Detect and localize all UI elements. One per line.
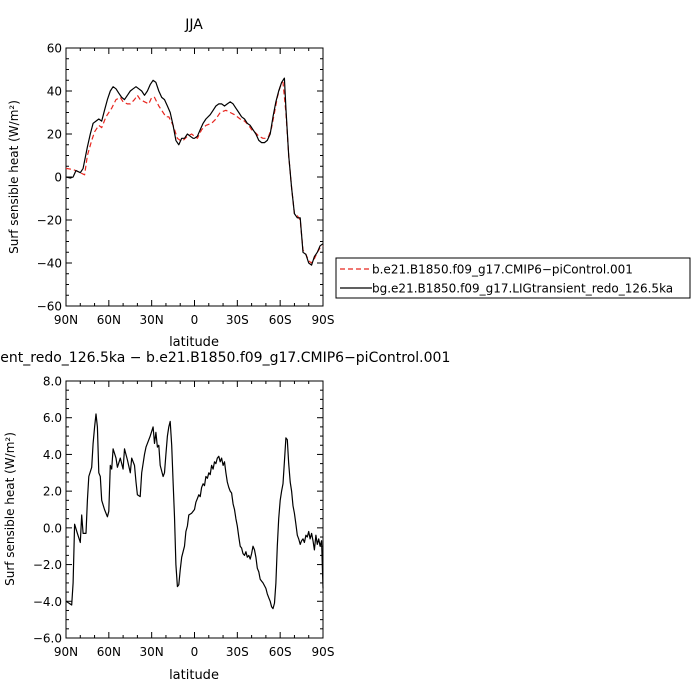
- x-tick-label: 90N: [54, 313, 78, 327]
- chart-top-x-axis: 90N 60N 30N 0 30S 60S 90S: [54, 48, 335, 327]
- y-tick-label: 20: [47, 128, 62, 142]
- x-tick-label: 0: [191, 645, 199, 659]
- x-tick-label: 30N: [140, 313, 164, 327]
- y-tick-label: 4.0: [43, 448, 62, 462]
- chart-top-series-1-line: [65, 81, 324, 264]
- x-tick-label: 30S: [226, 313, 249, 327]
- chart-top-x-axis-label: latitude: [169, 335, 219, 350]
- y-tick-label: 6.0: [43, 411, 62, 425]
- chart-top: JJA −60 −40 −20 0 20 40 60 90N 60N 30N 0 30S 60S 90S…: [7, 17, 334, 350]
- legend-box: [335, 257, 691, 299]
- y-tick-label: −20: [37, 214, 62, 228]
- chart-bottom-x-axis-label: latitude: [169, 668, 219, 683]
- chart-top-y-axis: −60 −40 −20 0 20 40 60: [37, 42, 323, 314]
- legend-label-series-2: bg.e21.B1850.f09_g17.LIGtransient_redo_1…: [372, 282, 673, 296]
- x-tick-label: 90S: [312, 313, 335, 327]
- chart-top-title: JJA: [184, 17, 203, 33]
- chart-top-y-axis-label: Surf sensible heat (W/m²): [7, 100, 21, 254]
- y-tick-label: 60: [47, 42, 62, 56]
- y-tick-label: 40: [47, 85, 62, 99]
- y-tick-label: 2.0: [43, 485, 62, 499]
- chart-bottom-series-1-line: [65, 413, 324, 610]
- chart-bottom-series: [65, 413, 324, 610]
- x-tick-label: 30S: [226, 645, 249, 659]
- chart-bottom-y-axis: −6.0 −4.0 −2.0 0.0 2.0 4.0 6.0 8.0: [33, 375, 323, 646]
- chart-top-series: [65, 77, 324, 266]
- x-tick-label: 60S: [269, 645, 292, 659]
- y-tick-label: −60: [37, 300, 62, 314]
- chart-bottom-x-axis: 90N 60N 30N 0 30S 60S 90S: [54, 381, 335, 659]
- y-tick-label: −6.0: [33, 632, 62, 646]
- x-tick-label: 60N: [97, 313, 121, 327]
- chart-bottom-title: LIGtransient_redo_126.5ka − b.e21.B1850.…: [0, 350, 450, 366]
- x-tick-label: 90N: [54, 645, 78, 659]
- x-tick-label: 0: [191, 313, 199, 327]
- legend: b.e21.B1850.f09_g17.CMIP6−piControl.001 …: [335, 257, 691, 299]
- y-tick-label: 8.0: [43, 375, 62, 389]
- y-tick-label: 0.0: [43, 521, 62, 535]
- chart-bottom-y-axis-label: Surf sensible heat (W/m²): [3, 432, 17, 586]
- chart-top-series-2-line: [65, 77, 324, 266]
- y-tick-label: −4.0: [33, 595, 62, 609]
- y-tick-label: −2.0: [33, 558, 62, 572]
- chart-bottom: LIGtransient_redo_126.5ka − b.e21.B1850.…: [0, 350, 450, 683]
- x-tick-label: 60N: [97, 645, 121, 659]
- legend-label-series-1: b.e21.B1850.f09_g17.CMIP6−piControl.001: [372, 263, 633, 277]
- x-tick-label: 90S: [312, 645, 335, 659]
- x-tick-label: 30N: [140, 645, 164, 659]
- y-tick-label: −40: [37, 257, 62, 271]
- y-tick-label: 0: [54, 171, 62, 185]
- x-tick-label: 60S: [269, 313, 292, 327]
